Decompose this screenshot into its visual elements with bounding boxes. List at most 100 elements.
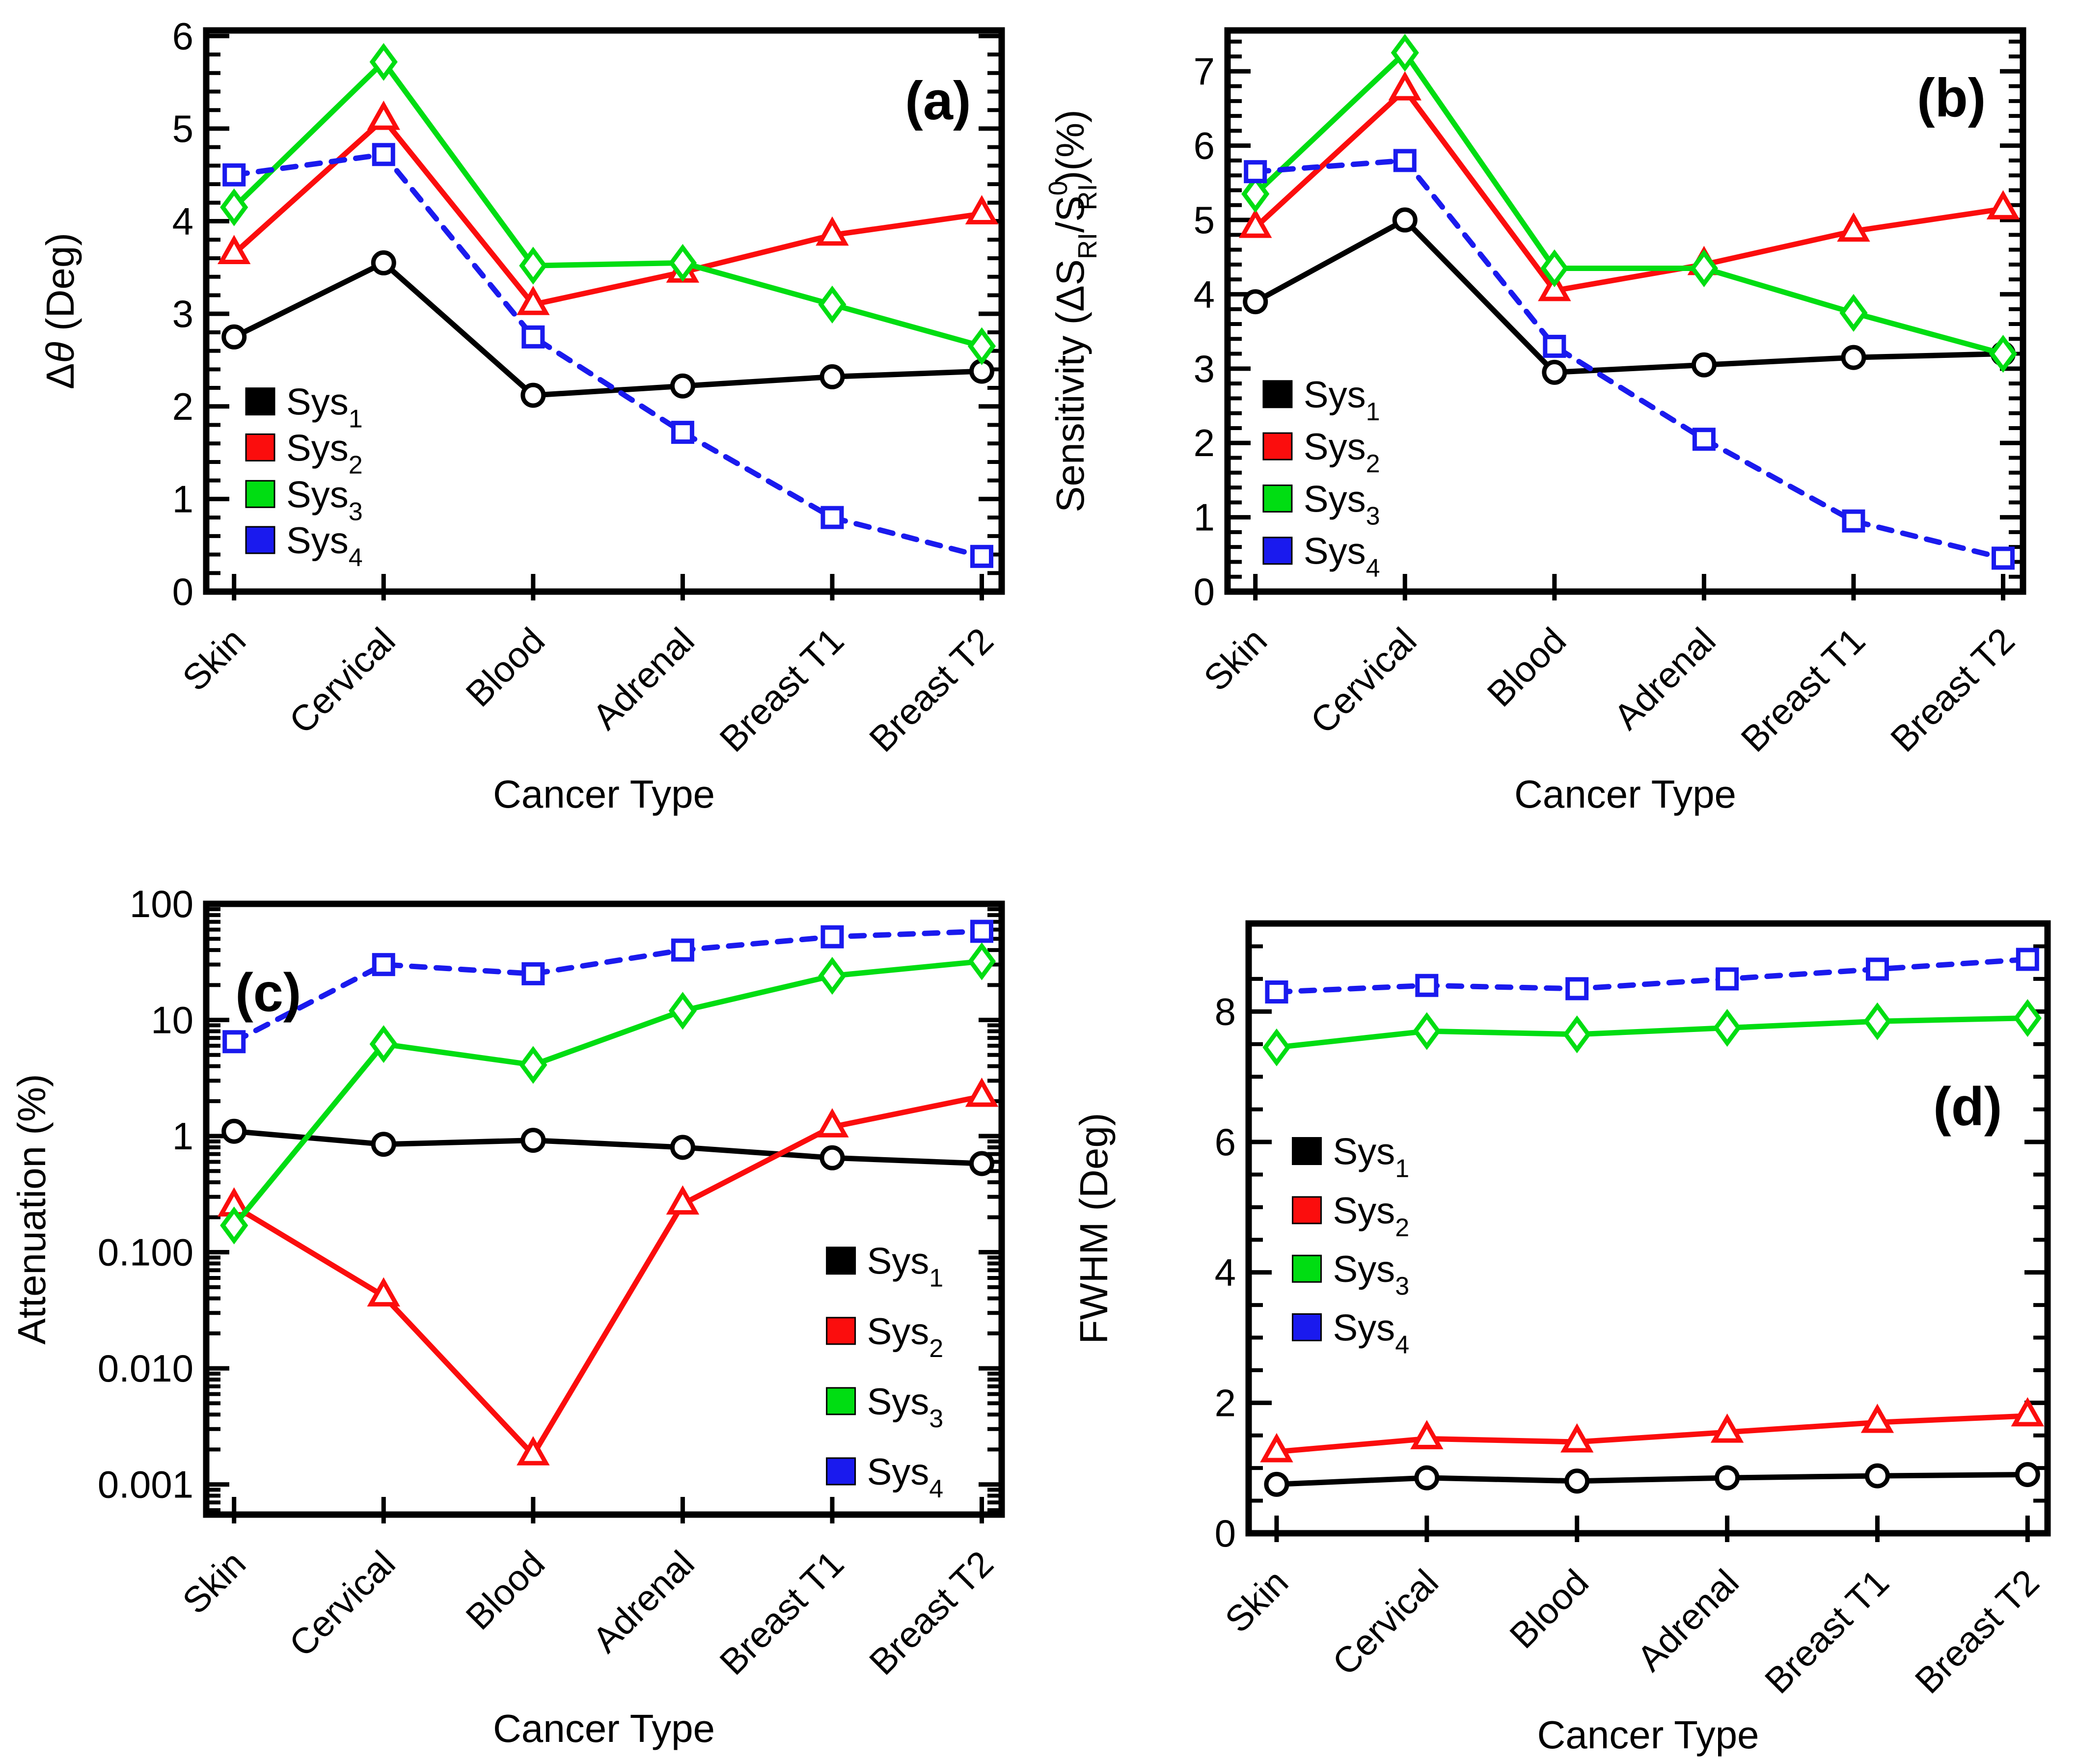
legend-label: Sys3 [1304,478,1380,530]
series-line-sys4 [231,152,984,559]
data-point-sys3 [1713,1008,1742,1047]
legend-swatch [1291,1137,1322,1166]
data-point-sys1 [1691,352,1717,378]
legend-label: Sys4 [1304,531,1380,583]
data-point-sys4 [521,962,545,985]
series-line-sys1 [1254,217,2003,375]
data-point-sys2 [965,195,999,224]
data-point-sys3 [818,957,847,995]
y-tick-label: 0 [1215,1512,1236,1555]
data-point-sys4 [372,953,395,977]
data-point-sys1 [1264,1471,1289,1497]
data-point-sys3 [1241,175,1270,213]
x-tick-label: Adrenal [585,620,702,737]
legend-swatch [1262,484,1293,513]
legend-swatch [245,526,275,554]
data-point-sys3 [1690,249,1718,288]
y-tick-label: 3 [172,292,193,335]
axis-frame [1245,920,2051,1537]
y-tick-label: 2 [1215,1381,1236,1424]
data-point-sys4 [372,143,395,166]
legend-label: Sys1 [867,1241,944,1293]
axis-frame [1224,27,2026,595]
data-point-sys4 [970,920,993,943]
data-point-sys4 [820,925,844,949]
data-point-sys4 [671,938,694,962]
x-tick-label: Skin [175,620,253,699]
data-point-sys2 [517,1436,550,1465]
x-tick-label: Blood [1502,1562,1596,1656]
x-tick-label: Breast T2 [861,620,1001,760]
series-line-sys1 [233,260,982,398]
series-line-sys3 [1276,1015,2028,1050]
axis-frame [203,27,1005,595]
legend-swatch [826,1457,856,1486]
legend-swatch [826,1387,856,1415]
legend-swatch [245,433,275,461]
x-tick-label: Cervical [281,1543,403,1665]
data-point-sys3 [967,327,996,365]
data-point-sys1 [1841,345,1866,370]
panel-letter: (d) [1933,1077,2002,1137]
data-point-sys3 [1540,249,1569,288]
series-line-sys2 [1276,1413,2028,1455]
y-tick-label: 5 [1194,198,1215,242]
x-tick-label: Skin [175,1543,253,1622]
data-point-sys3 [519,1046,547,1084]
x-tick-label: Breast T2 [861,1543,1001,1683]
data-point-sys4 [1565,977,1589,1001]
data-point-sys1 [670,1135,695,1160]
data-point-sys1 [820,1145,845,1170]
y-tick-label: 0.001 [98,1463,193,1506]
data-point-sys3 [967,942,996,980]
data-point-sys4 [521,325,545,349]
data-point-sys1 [1392,207,1418,233]
data-point-sys1 [520,382,546,408]
x-axis-title: Cancer Type [1537,1713,1759,1757]
x-tick-label: Adrenal [585,1543,702,1660]
data-point-sys2 [1560,1423,1594,1453]
data-point-sys3 [1839,294,1868,332]
data-point-sys2 [816,1108,849,1138]
data-point-sys2 [666,1185,700,1215]
y-tick-label: 6 [172,14,193,57]
legend-label: Sys4 [867,1451,944,1503]
data-point-sys3 [1563,1015,1591,1054]
series-line-sys3 [232,59,983,349]
data-point-sys3 [220,188,248,226]
data-point-sys4 [222,163,246,187]
series-line-sys4 [231,928,984,1045]
x-tick-label: Skin [1196,620,1275,699]
series-line-sys2 [232,116,983,307]
legend-label: Sys4 [286,520,363,572]
y-tick-label: 2 [1194,421,1215,464]
data-point-sys4 [1716,967,1739,991]
data-point-sys2 [1260,1433,1293,1463]
y-tick-label: 1 [172,477,193,520]
data-point-sys4 [1265,980,1288,1004]
data-point-sys4 [222,1030,246,1054]
data-point-sys1 [820,364,845,389]
legend-swatch [1262,432,1293,461]
x-axis-title: Cancer Type [493,1707,715,1750]
panel-letter: (b) [1917,68,1986,128]
data-point-sys4 [2016,948,2039,971]
data-point-sys4 [1393,149,1417,172]
data-point-sys1 [1414,1465,1440,1491]
data-point-sys1 [1542,359,1567,385]
y-tick-label: 6 [1194,124,1215,167]
y-tick-label: 4 [172,200,193,243]
legend-swatch [826,1317,856,1345]
y-tick-label: 10 [151,999,193,1042]
panel-c-attenuation-chart: 0.001 0.010 0.100 1 10 100 Skin Cervical Blood Ad… [10,882,1005,1750]
y-axis-title: Sensitivity (ΔSRI/S0RI)(%) [1043,109,1102,512]
legend-swatch [1291,1313,1322,1341]
y-tick-label: 8 [1215,990,1236,1033]
series-line-sys3 [232,958,983,1227]
series-line-sys4 [1274,956,2030,995]
data-point-sys1 [1715,1465,1740,1491]
x-tick-label: Breast T2 [1883,620,2022,760]
y-tick-label: 4 [1194,272,1215,316]
